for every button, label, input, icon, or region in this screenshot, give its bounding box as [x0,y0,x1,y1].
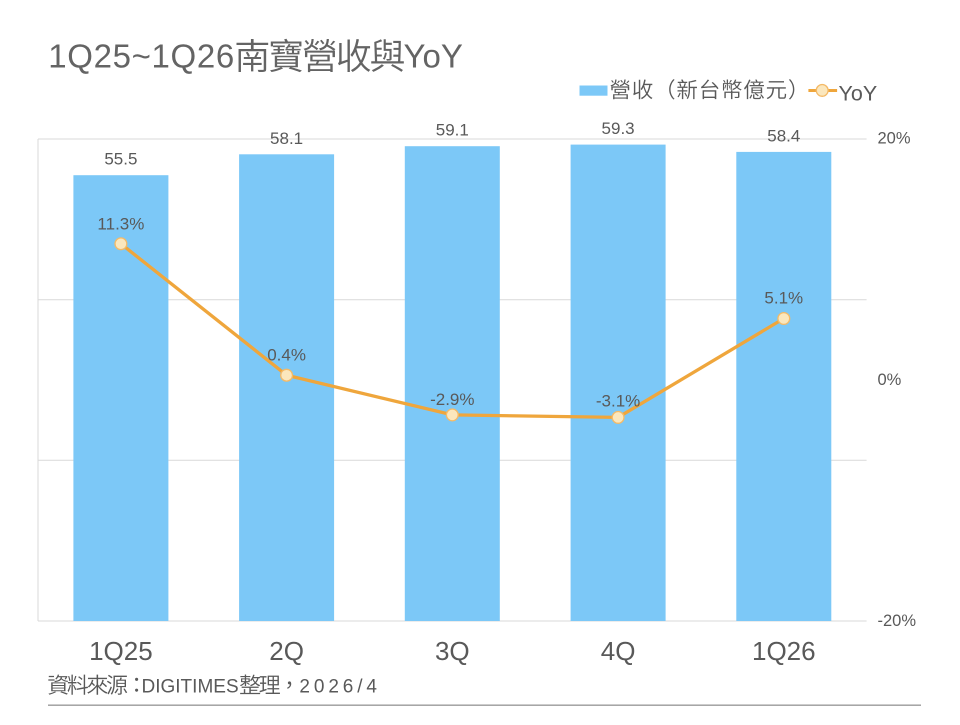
svg-text:1Q26: 1Q26 [752,636,816,666]
svg-text:58.1: 58.1 [270,129,303,148]
svg-text:YoY: YoY [404,37,463,74]
svg-text:-20%: -20% [878,612,917,630]
svg-text:-3.1%: -3.1% [596,392,640,411]
svg-text:0%: 0% [878,371,902,389]
svg-text:2Q: 2Q [269,636,304,666]
svg-text:3Q: 3Q [435,636,470,666]
svg-text:2026/4: 2026/4 [299,677,381,698]
svg-text:55.5: 55.5 [104,150,137,169]
svg-text:1Q25: 1Q25 [89,636,153,666]
svg-text:20%: 20% [878,130,911,148]
svg-text:4Q: 4Q [601,636,636,666]
svg-text:58.4: 58.4 [767,126,800,145]
svg-text:0.4%: 0.4% [267,346,306,365]
svg-text:59.1: 59.1 [436,121,469,140]
svg-text:11.3%: 11.3% [97,215,144,234]
svg-text:-2.9%: -2.9% [430,390,474,409]
svg-text:YoY: YoY [839,82,878,106]
svg-text:5.1%: 5.1% [764,289,803,308]
svg-text:1Q25~1Q26: 1Q25~1Q26 [48,37,235,74]
svg-text:59.3: 59.3 [602,119,635,138]
svg-text:DIGITIMES: DIGITIMES [142,677,239,698]
